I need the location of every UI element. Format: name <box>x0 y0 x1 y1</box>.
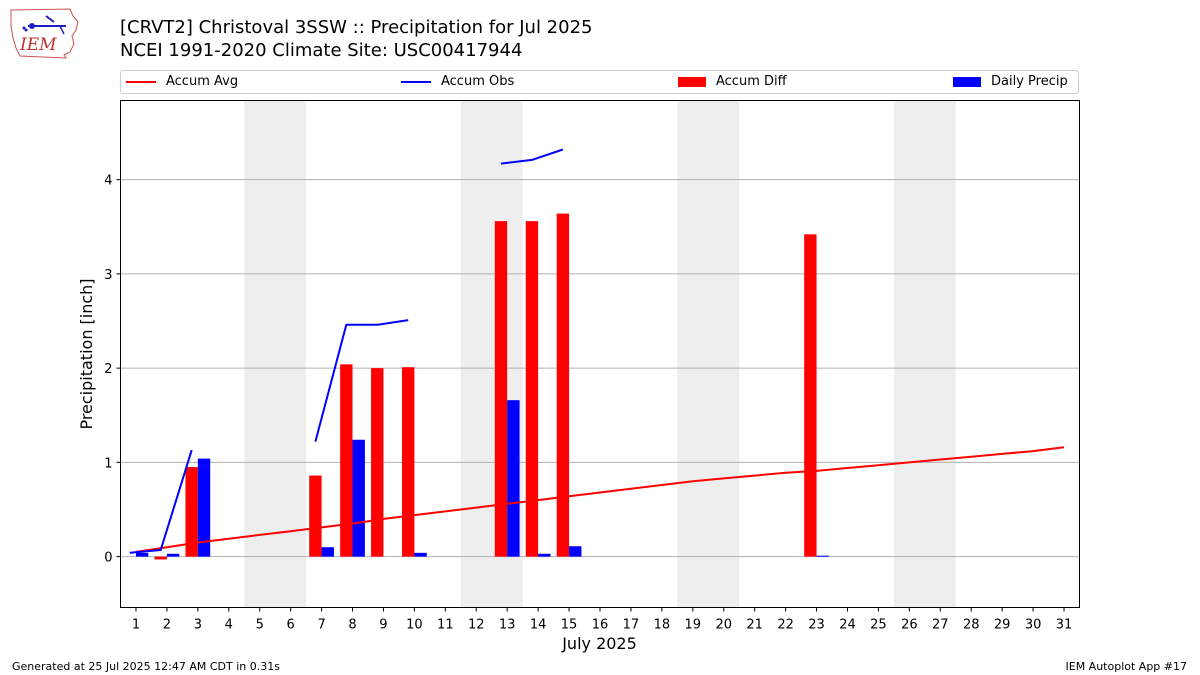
x-tick-label: 1 <box>132 618 140 633</box>
accum-diff-bar <box>340 364 353 557</box>
weekend-shade <box>677 100 740 608</box>
x-tick-label: 17 <box>623 618 640 633</box>
x-tick-label: 30 <box>1025 618 1042 633</box>
x-tick-label: 12 <box>468 618 485 633</box>
legend-item-accum-avg: Accum Avg <box>126 74 238 89</box>
x-tick-label: 20 <box>715 618 732 633</box>
legend-item-accum-obs: Accum Obs <box>401 74 514 89</box>
y-tick-label: 0 <box>104 551 112 566</box>
x-tick-label: 11 <box>437 618 454 633</box>
daily-precip-bar <box>166 553 180 557</box>
x-tick-label: 5 <box>256 618 264 633</box>
legend-label-accum-diff: Accum Diff <box>716 74 787 89</box>
y-tick-label: 2 <box>104 362 112 377</box>
x-tick-label: 28 <box>963 618 980 633</box>
accum-diff-bar <box>525 221 539 557</box>
accum-diff-bar <box>556 213 570 557</box>
daily-precip-bar <box>135 552 149 557</box>
accum-diff-bar <box>804 234 817 557</box>
weekend-shade <box>460 100 523 608</box>
x-tick-label: 31 <box>1056 618 1073 633</box>
x-tick-label: 19 <box>685 618 702 633</box>
legend-label-accum-obs: Accum Obs <box>441 74 515 89</box>
x-tick-label: 24 <box>839 618 856 633</box>
weekend-shade <box>244 100 307 608</box>
x-tick-label: 13 <box>499 618 516 633</box>
iem-logo: IEM <box>10 8 79 59</box>
chart-legend: Accum Avg Accum Obs Accum Diff Daily Pre… <box>120 70 1079 94</box>
legend-item-accum-diff: Accum Diff <box>678 74 787 89</box>
x-tick-label: 21 <box>746 618 763 633</box>
daily-precip-bar <box>816 555 829 557</box>
iowa-state-outline <box>10 8 79 59</box>
accum-diff-bar <box>309 475 322 557</box>
daily-precip-bar <box>569 546 582 557</box>
accum-diff-bar <box>494 221 508 557</box>
weekend-shade <box>893 100 956 608</box>
legend-swatch-daily-precip <box>953 76 981 87</box>
x-tick-label: 10 <box>406 618 423 633</box>
x-tick-label: 26 <box>901 618 918 633</box>
x-tick-label: 8 <box>348 618 356 633</box>
x-tick-label: 14 <box>530 618 547 633</box>
x-tick-label: 7 <box>317 618 325 633</box>
app-credit: IEM Autoplot App #17 <box>1065 660 1188 673</box>
legend-swatch-accum-obs <box>401 80 431 83</box>
accum-diff-bar <box>371 368 384 557</box>
plot-frame <box>120 100 1080 608</box>
x-tick-label: 16 <box>592 618 609 633</box>
logo-text: IEM <box>19 35 57 55</box>
chart-title: [CRVT2] Christoval 3SSW :: Precipitation… <box>120 17 593 38</box>
accum-avg-line <box>135 446 1065 553</box>
daily-precip-bar <box>507 400 520 557</box>
x-tick-label: 25 <box>870 618 887 633</box>
x-tick-label: 15 <box>561 618 578 633</box>
daily-precip-bar <box>538 553 551 557</box>
x-tick-label: 3 <box>194 618 202 633</box>
daily-precip-bar <box>414 552 427 557</box>
x-tick-label: 18 <box>654 618 671 633</box>
x-tick-label: 27 <box>932 618 949 633</box>
x-tick-label: 4 <box>225 618 233 633</box>
x-tick-label: 9 <box>379 618 387 633</box>
legend-label-daily-precip: Daily Precip <box>991 74 1068 89</box>
legend-swatch-accum-diff <box>678 76 706 87</box>
accum-diff-bar <box>185 467 198 557</box>
legend-label-accum-avg: Accum Avg <box>166 74 239 89</box>
legend-swatch-accum-avg <box>126 80 156 83</box>
generated-timestamp: Generated at 25 Jul 2025 12:47 AM CDT in… <box>12 660 280 673</box>
y-tick-label: 1 <box>104 456 112 471</box>
daily-precip-bar <box>197 458 211 557</box>
accum-diff-bar <box>154 556 167 560</box>
accum-obs-line <box>314 319 409 442</box>
x-tick-label: 29 <box>994 618 1011 633</box>
x-tick-label: 23 <box>808 618 825 633</box>
chart-subtitle: NCEI 1991-2020 Climate Site: USC00417944 <box>120 40 523 61</box>
legend-item-daily-precip: Daily Precip <box>953 74 1068 89</box>
accum-obs-line <box>129 449 193 554</box>
x-tick-label: 22 <box>777 618 794 633</box>
accum-obs-line <box>500 148 564 165</box>
y-axis-label: Precipitation [inch] <box>77 278 96 429</box>
y-tick-label: 4 <box>104 174 112 189</box>
accum-diff-bar <box>402 367 415 557</box>
daily-precip-bar <box>352 439 365 557</box>
daily-precip-bar <box>321 547 334 557</box>
x-tick-label: 6 <box>287 618 295 633</box>
weather-station-icon <box>22 15 66 35</box>
x-axis-label: July 2025 <box>561 634 637 653</box>
x-tick-label: 2 <box>163 618 171 633</box>
y-tick-label: 3 <box>104 268 112 283</box>
